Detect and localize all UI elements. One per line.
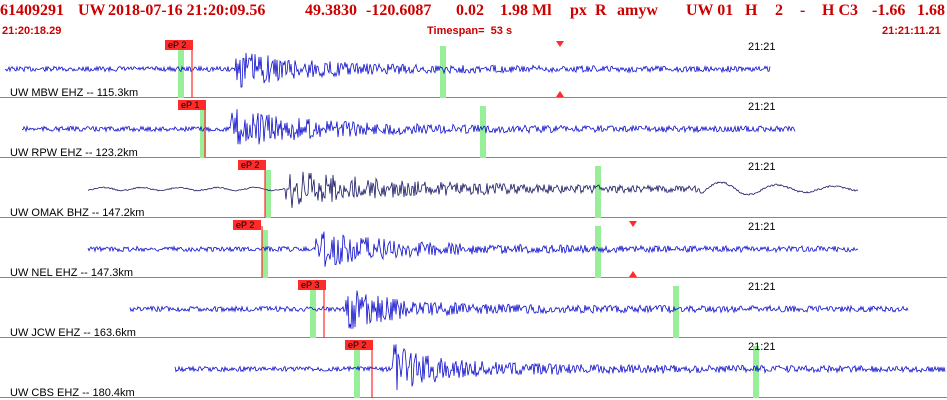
green-time-marker [354,350,360,398]
station-label: UW JCW EHZ -- 163.6km [10,327,136,339]
seismic-waveform [174,344,946,391]
event-latitude: 49.3830 [305,2,357,19]
green-time-marker [310,290,316,338]
trace-time-label: 21:21 [748,41,776,53]
event-magnitude: 1.98 Ml [500,2,552,19]
analyst-name: amyw [617,2,658,19]
pick-label: eP 1 [181,100,199,110]
event-datetime: 2018-07-16 21:20:09.56 [108,2,266,19]
event-header: 61409291 UW 2018-07-16 21:20:09.56 49.38… [0,0,947,38]
green-time-marker [480,106,486,158]
station-label: UW MBW EHZ -- 115.3km [10,87,138,99]
timespan: Timespan= 53 s [427,25,513,37]
start-time: 21:20:18.29 [2,25,62,37]
seismic-waveform [87,171,859,208]
pick-flag-icon [165,40,193,50]
station-label: UW NEL EHZ -- 147.3km [10,267,133,279]
pick-flag-icon [238,160,266,170]
quality-code: H [745,2,758,19]
trace-time-label: 21:21 [748,221,776,233]
seismic-waveform [87,231,859,267]
location-code: UW 01 [686,2,734,19]
green-time-marker [673,286,679,338]
triangle-marker-icon [556,41,564,47]
station-label: UW RPW EHZ -- 123.2km [10,147,138,159]
pick-label: eP 2 [236,220,254,230]
network-code: UW [78,2,106,19]
trace-time-label: 21:21 [748,341,776,353]
green-time-marker [200,110,206,158]
value-two: 1.68 [917,2,945,19]
seismic-waveform [21,109,796,145]
station-label: UW OMAK BHZ -- 147.2km [10,207,144,219]
green-time-marker [265,170,271,218]
green-time-marker [595,226,601,278]
event-summary-line: 61409291 UW 2018-07-16 21:20:09.56 49.38… [0,2,947,24]
pick-label: eP 2 [168,40,186,50]
event-type: px [570,2,587,19]
end-time: 21:21:11.21 [882,25,941,37]
station-label: UW CBS EHZ -- 180.4km [10,387,135,399]
pick-label: eP 2 [348,340,366,350]
trace-time-label: 21:21 [748,101,776,113]
event-class: H C3 [822,2,858,19]
green-time-marker [178,50,184,98]
green-time-marker [262,230,268,278]
review-flag: R [595,2,607,19]
value-one: -1.66 [872,2,906,19]
seismic-waveform [4,52,771,88]
seismogram-panel[interactable]: eP 2 21:21 UW MBW EHZ -- 115.3km eP 1 21:21 U… [0,38,947,400]
pick-label: eP 3 [301,280,319,290]
separator-dash: - [800,2,806,19]
triangle-marker-icon [629,271,637,277]
pick-label: eP 2 [241,160,259,170]
pick-flag-icon [345,340,373,350]
event-longitude: -120.6087 [366,2,432,19]
trace-time-label: 21:21 [748,161,776,173]
seismic-waveform [129,290,909,329]
phase-count: 2 [775,2,783,19]
trace-time-label: 21:21 [748,281,776,293]
event-id: 61409291 [0,2,64,19]
event-depth: 0.02 [456,2,484,19]
pick-flag-icon [233,220,261,230]
triangle-marker-icon [629,221,637,227]
pick-flag-icon [178,100,206,110]
seismogram-canvas[interactable]: eP 2 21:21 UW MBW EHZ -- 115.3km eP 1 21:21 U… [0,38,947,400]
green-time-marker [440,46,446,98]
green-time-marker [753,346,759,398]
triangle-marker-icon [556,91,564,97]
time-axis-info: 21:20:18.29 Timespan= 53 s 21:21:11.21 [0,25,947,39]
pick-flag-icon [298,280,326,290]
green-time-marker [595,166,601,218]
